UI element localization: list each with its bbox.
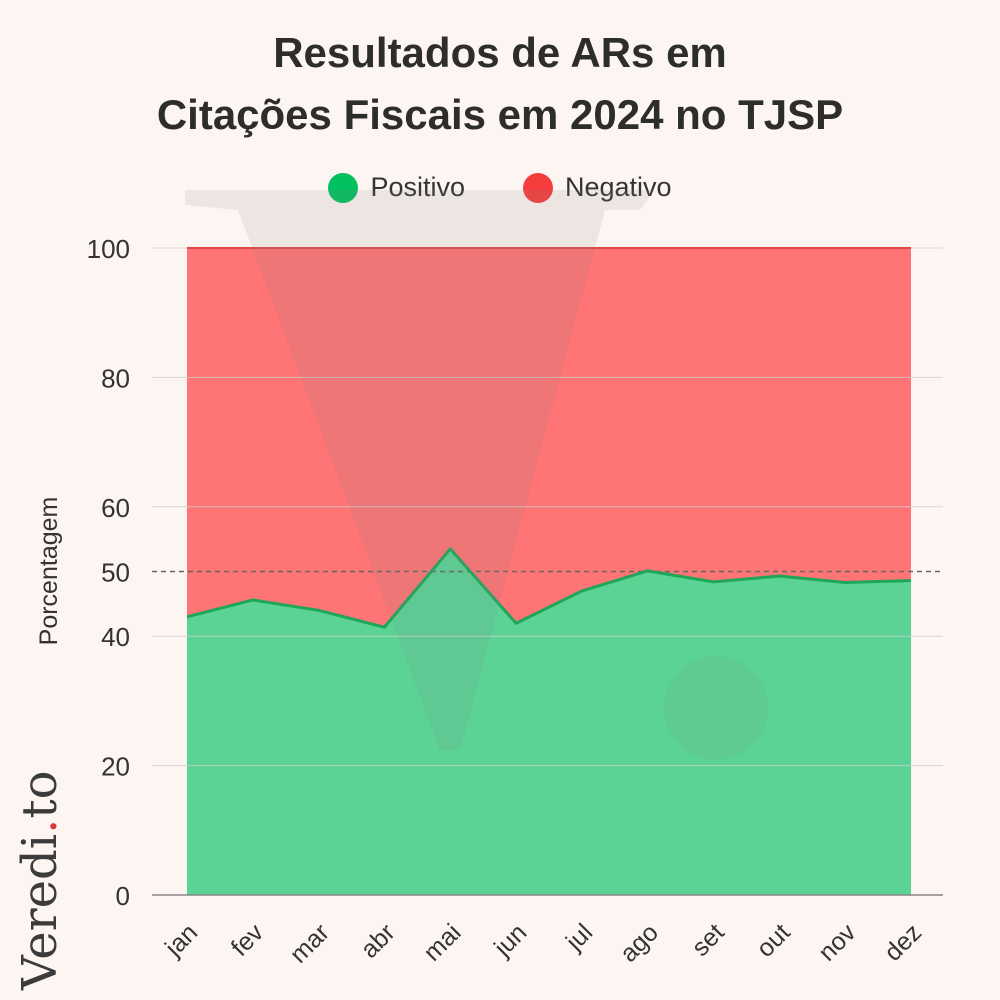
x-tick-label-jun: jun bbox=[488, 918, 532, 962]
watermark-circle-icon bbox=[664, 656, 768, 760]
x-tick-label-nov: nov bbox=[813, 918, 862, 967]
legend-item-positivo: Positivo bbox=[328, 172, 465, 203]
x-tick-label-set: set bbox=[686, 918, 729, 961]
y-tick-label-60: 60 bbox=[101, 493, 130, 523]
legend-label-positivo: Positivo bbox=[370, 172, 465, 202]
y-tick-label-20: 20 bbox=[101, 752, 130, 782]
legend: Positivo Negativo bbox=[0, 172, 1000, 203]
legend-swatch-negativo bbox=[522, 172, 553, 203]
x-tick-label-ago: ago bbox=[615, 918, 664, 967]
x-tick-label-jan: jan bbox=[159, 918, 203, 962]
watermark-v-icon bbox=[185, 190, 655, 750]
x-tick-label-dez: dez bbox=[879, 918, 927, 966]
brand-logo: Veredi.to bbox=[12, 770, 68, 990]
chart-title-line-1: Resultados de ARs em bbox=[273, 29, 727, 76]
x-tick-label-mar: mar bbox=[285, 918, 335, 968]
y-tick-label-40: 40 bbox=[101, 622, 130, 652]
x-tick-label-jul: jul bbox=[560, 918, 598, 956]
y-axis-label: Porcentagem bbox=[35, 497, 63, 646]
chart-title: Resultados de ARs em Citações Fiscais em… bbox=[0, 22, 1000, 146]
y-tick-label-50: 50 bbox=[101, 558, 130, 588]
legend-item-negativo: Negativo bbox=[522, 172, 672, 203]
area-positivo bbox=[187, 548, 911, 895]
legend-swatch-positivo bbox=[328, 172, 359, 203]
x-tick-label-abr: abr bbox=[355, 918, 400, 963]
x-tick-label-mai: mai bbox=[418, 918, 466, 966]
y-tick-label-100: 100 bbox=[87, 234, 130, 264]
x-tick-label-out: out bbox=[751, 918, 795, 962]
series-line-positivo bbox=[186, 547, 912, 629]
chart-title-line-2: Citações Fiscais em 2024 no TJSP bbox=[156, 91, 844, 138]
y-tick-label-0: 0 bbox=[116, 881, 130, 911]
x-tick-label-fev: fev bbox=[226, 918, 270, 962]
area-negativo bbox=[187, 248, 911, 628]
legend-label-negativo: Negativo bbox=[564, 172, 672, 202]
y-tick-label-80: 80 bbox=[101, 363, 130, 393]
